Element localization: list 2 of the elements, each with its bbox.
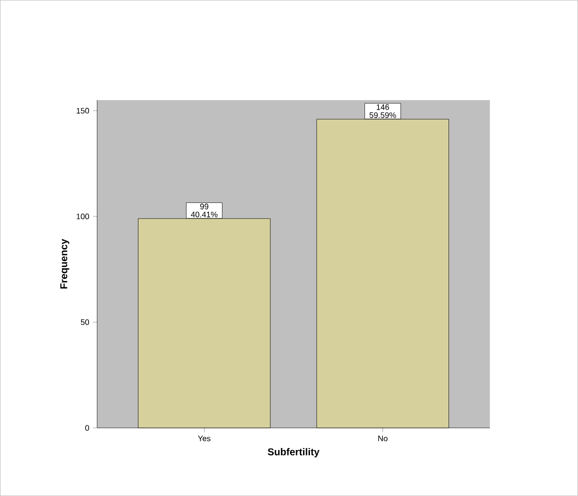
x-axis-title: Subfertility: [268, 448, 320, 458]
y-axis-title: Frequency: [60, 238, 70, 288]
